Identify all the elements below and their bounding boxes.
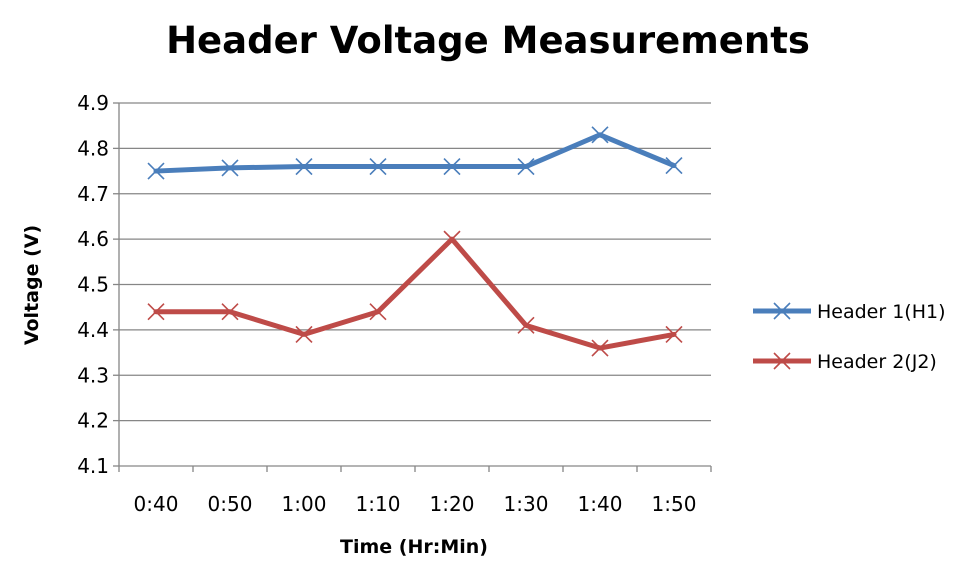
legend-swatch-marker	[773, 302, 791, 320]
data-point-marker	[369, 157, 387, 176]
legend-swatch-marker	[773, 352, 791, 370]
x-tick-label: 1:20	[430, 492, 475, 516]
data-point-marker	[295, 157, 313, 176]
y-tick-labels: 4.1 4.2 4.3 4.4 4.5 4.6 4.7 4.8 4.9	[77, 91, 109, 478]
axes	[113, 102, 712, 472]
chart-title: Header Voltage Measurements	[166, 19, 810, 62]
y-tick-label: 4.5	[77, 273, 109, 297]
data-point-marker	[443, 230, 461, 248]
data-point-marker	[147, 303, 165, 321]
legend-item: Header 1(H1)	[753, 301, 946, 323]
data-point-marker	[295, 325, 313, 343]
y-tick-label: 4.7	[77, 182, 109, 206]
x-axis-label: Time (Hr:Min)	[340, 536, 488, 558]
series-line	[153, 236, 677, 351]
legend-label: Header 1(H1)	[817, 301, 946, 323]
x-tick-label: 1:40	[578, 492, 623, 516]
data-point-marker	[221, 303, 239, 321]
y-tick-label: 4.9	[77, 91, 109, 115]
data-point-marker	[221, 159, 239, 177]
legend-label: Header 2(J2)	[817, 351, 937, 373]
x-tick-label: 0:50	[208, 492, 253, 516]
series-1	[147, 126, 683, 180]
data-point-marker	[591, 339, 609, 357]
data-point-marker	[517, 157, 535, 176]
series-2	[147, 230, 683, 357]
x-tick-labels: 0:40 0:50 1:00 1:10 1:20 1:30 1:40 1:50	[134, 492, 697, 516]
data-point-marker	[369, 303, 387, 321]
data-point-marker	[147, 162, 165, 180]
y-tick-label: 4.8	[77, 136, 109, 160]
y-tick-label: 4.1	[77, 454, 109, 478]
x-tick-label: 1:00	[282, 492, 327, 516]
x-tick-label: 1:10	[356, 492, 401, 516]
data-point-marker	[443, 157, 461, 176]
x-tick-label: 1:50	[652, 492, 697, 516]
data-point-marker	[517, 316, 535, 334]
y-tick-label: 4.2	[77, 409, 109, 433]
legend: Header 1(H1) Header 2(J2)	[753, 301, 946, 373]
x-tick-label: 1:30	[504, 492, 549, 516]
y-tick-label: 4.6	[77, 227, 109, 251]
data-point-marker	[665, 325, 683, 343]
gridlines	[119, 102, 711, 422]
data-point-marker	[665, 157, 683, 175]
x-tick-label: 0:40	[134, 492, 179, 516]
series-line	[153, 132, 677, 174]
series-layer	[147, 126, 683, 357]
legend-item: Header 2(J2)	[753, 351, 937, 373]
y-tick-label: 4.4	[77, 318, 109, 342]
data-point-marker	[591, 126, 609, 144]
y-axis-label: Voltage (V)	[21, 225, 43, 345]
y-tick-label: 4.3	[77, 363, 109, 387]
